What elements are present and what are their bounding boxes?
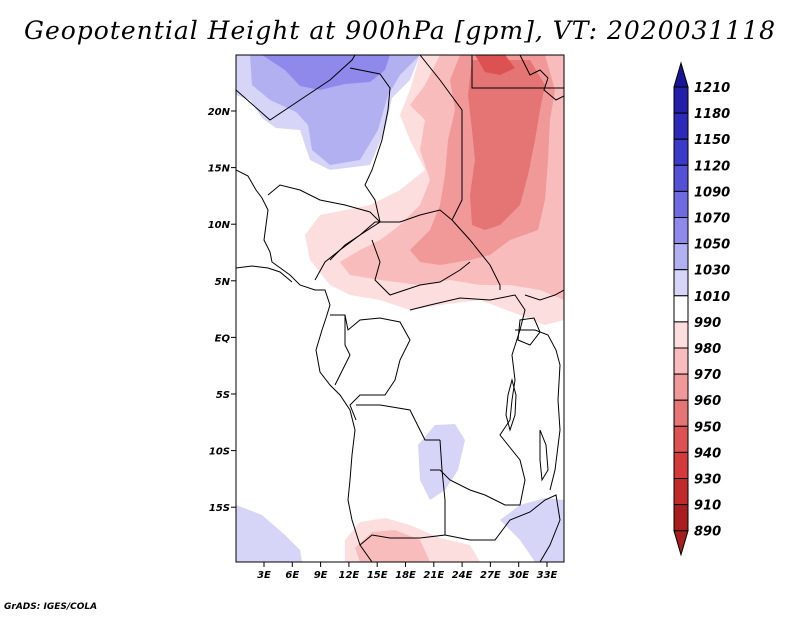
- lat-tick-label: 5S: [216, 390, 230, 401]
- colorbar-level-label: 950: [694, 420, 721, 435]
- border-car: [329, 209, 453, 261]
- colorbar-level-label: 1150: [694, 133, 730, 148]
- coastline-gulf-guinea: [236, 265, 293, 283]
- colorbar-swatch: [673, 425, 689, 453]
- border-sahara: [236, 55, 391, 223]
- lon-tick-label: 6E: [285, 570, 299, 581]
- map-frame: [235, 54, 565, 563]
- lon-tick-label: 18E: [395, 570, 416, 581]
- colorbar-bottom-arrow: [673, 530, 689, 557]
- colorbar-level-label: 980: [694, 342, 721, 357]
- lon-tick-label: 24E: [452, 570, 473, 581]
- colorbar-level-label: 1050: [694, 238, 730, 253]
- colorbar-level-label: 960: [694, 394, 721, 409]
- border-angola-zambia: [359, 439, 446, 546]
- border-egypt: [471, 55, 564, 89]
- lon-tick-label: 3E: [257, 570, 271, 581]
- colorbar-swatch: [673, 451, 689, 479]
- fill-blue-dark-northwest: [262, 55, 390, 90]
- contour-fills: [236, 55, 564, 562]
- border-nigeria: [267, 184, 381, 281]
- lon-tick-label: 30E: [508, 570, 529, 581]
- colorbar-level-label: 910: [694, 499, 721, 514]
- colorbar-swatch: [673, 164, 689, 192]
- lake-victoria: [517, 317, 541, 346]
- colorbar-level-label: 1210: [694, 81, 730, 96]
- fill-red-max-egypt: [475, 55, 515, 75]
- colorbar-level-label: 970: [694, 368, 721, 383]
- colorbar-swatch: [673, 138, 689, 166]
- colorbar-swatch: [673, 269, 689, 297]
- lon-tick-label: 27E: [480, 570, 501, 581]
- border-chad: [371, 239, 471, 296]
- lon-tick-label: 9E: [314, 570, 328, 581]
- colorbar-swatch: [673, 321, 689, 349]
- fill-red-deep-sudan: [468, 60, 545, 230]
- lon-tick-label: 15E: [367, 570, 388, 581]
- colorbar-level-label: 1010: [694, 290, 730, 305]
- colorbar-level-label: 930: [694, 473, 721, 488]
- fill-blue-light-southeast: [500, 498, 564, 562]
- lat-tick-label: 15N: [208, 164, 231, 175]
- lat-tick-label: 15S: [209, 503, 230, 514]
- chart-title: Geopotential Height at 900hPa [gpm], VT:…: [23, 16, 777, 45]
- border-congo: [330, 314, 411, 421]
- colorbar-swatch: [673, 295, 689, 323]
- colorbar-level-label: 940: [694, 446, 721, 461]
- lon-tick-label: 21E: [423, 570, 444, 581]
- lon-tick-label: 12E: [339, 570, 360, 581]
- axis-ticks: 3E 6E 9E 12E 15E 18E 21E 24E 27E 30E 33E 20N 15N 10N 5…: [208, 107, 558, 581]
- colorbar: 1210 1180 1150 1120 1090 1070 1050 1030 1010 990 9…: [673, 61, 730, 557]
- lat-tick-label: 10N: [208, 220, 231, 231]
- fill-blue-mid-northwest: [250, 55, 420, 165]
- colorbar-swatch: [673, 217, 689, 245]
- border-zambia-mozambique: [444, 494, 561, 562]
- lat-tick-label: 5N: [215, 277, 231, 288]
- lat-tick-label: 10S: [209, 447, 230, 458]
- lat-tick-label: 20N: [208, 107, 231, 118]
- coastline-west-africa: [236, 169, 373, 562]
- lat-tick-label: EQ: [215, 333, 231, 344]
- colorbar-level-label: 1120: [694, 159, 730, 174]
- colorbar-level-label: 1030: [694, 264, 730, 279]
- colorbar-level-label: 890: [694, 525, 721, 540]
- fill-blue-light-southwest: [236, 505, 302, 562]
- colorbar-swatch: [673, 373, 689, 401]
- colorbar-swatch: [673, 478, 689, 506]
- colorbar-swatch: [673, 86, 689, 114]
- coastlines-borders: [236, 55, 564, 562]
- colorbar-swatch: [673, 399, 689, 427]
- colorbar-top-arrow: [673, 61, 689, 88]
- colorbar-level-label: 1180: [694, 107, 730, 122]
- colorbar-level-label: 990: [694, 316, 721, 331]
- lon-tick-label: 33E: [537, 570, 558, 581]
- red-sea-coast: [519, 55, 564, 101]
- colorbar-swatch: [673, 243, 689, 271]
- colorbar-swatch: [673, 190, 689, 218]
- colorbar-swatch: [673, 112, 689, 140]
- colorbar-swatch: [673, 504, 689, 532]
- colorbar-swatch: [673, 347, 689, 375]
- colorbar-level-label: 1090: [694, 185, 730, 200]
- colorbar-level-label: 1070: [694, 212, 730, 227]
- border-drc: [356, 294, 526, 506]
- grads-credit: GrADS: IGES/COLA: [4, 602, 98, 612]
- lake-malawi: [539, 429, 549, 482]
- lake-tanganyika: [505, 378, 517, 432]
